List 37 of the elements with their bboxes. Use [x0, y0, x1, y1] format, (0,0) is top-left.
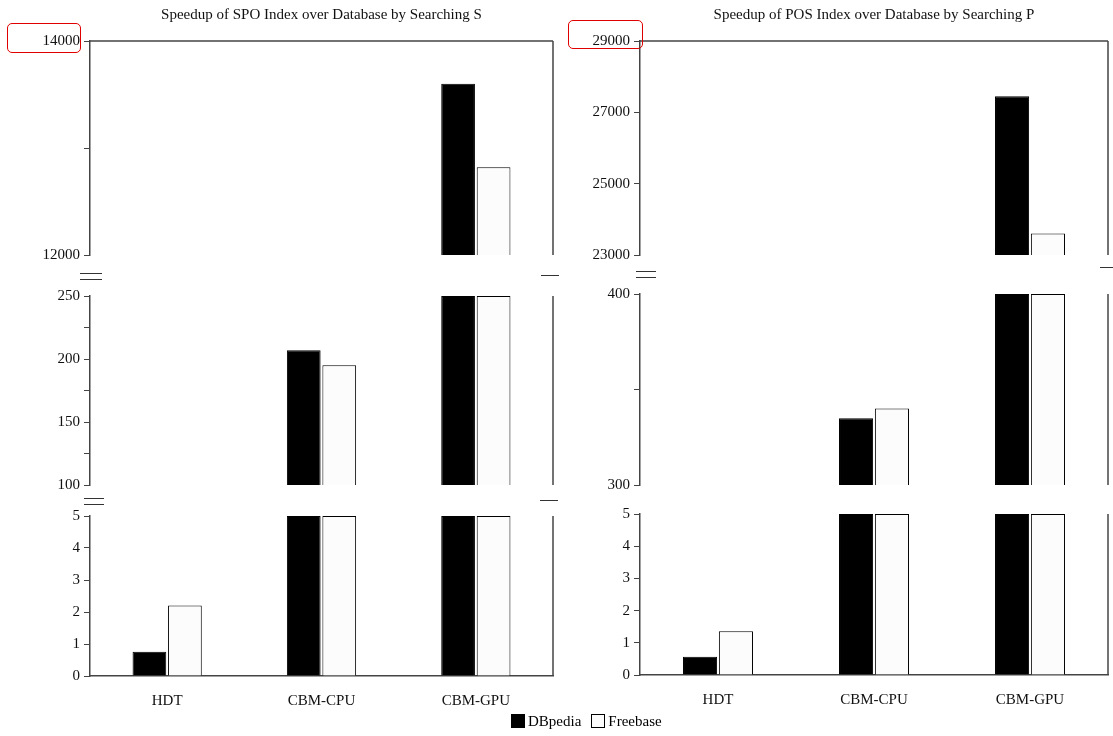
y-tick-label: 0 — [622, 665, 630, 682]
y-tick-label: 300 — [607, 475, 630, 492]
y-tick-label: 100 — [57, 475, 80, 492]
y-tick-label: 1 — [72, 634, 80, 651]
y-tick-label: 400 — [607, 284, 630, 301]
y-tick-label: 3 — [72, 570, 80, 587]
y-tick-label: 29000 — [592, 31, 630, 48]
x-tick-label: CBM-CPU — [840, 690, 908, 707]
chart-title: Speedup of SPO Index over Database by Searching S — [160, 6, 483, 23]
y-tick-label: 5 — [622, 504, 630, 521]
x-tick-label: HDT — [702, 690, 734, 707]
x-tick-label: CBM-CPU — [287, 691, 356, 708]
y-tick-label: 14000 — [42, 31, 80, 48]
y-tick-label: 25000 — [592, 174, 630, 191]
bar — [839, 514, 874, 675]
y-tick-label: 23000 — [592, 245, 630, 262]
y-tick-label: 5 — [72, 506, 80, 523]
legend-label: Freebase — [607, 713, 662, 730]
legend-label: DBpedia — [527, 713, 582, 730]
y-tick-label: 3 — [622, 569, 630, 586]
y-tick-label: 2 — [72, 602, 80, 619]
y-tick-label: 12000 — [42, 245, 80, 262]
chart-title: Speedup of POS Index over Database by Searching P — [712, 6, 1036, 23]
y-tick-label: 150 — [57, 412, 80, 429]
bar — [995, 514, 1030, 675]
y-tick-label: 200 — [57, 349, 80, 366]
x-tick-label: CBM-GPU — [995, 690, 1065, 707]
y-tick-label: 4 — [622, 537, 631, 554]
x-tick-label: HDT — [151, 691, 183, 708]
x-tick-label: CBM-GPU — [441, 691, 511, 708]
y-tick-label: 250 — [57, 286, 80, 303]
y-tick-label: 1 — [622, 633, 630, 650]
y-tick-label: 0 — [72, 666, 80, 683]
bar — [683, 656, 718, 675]
y-tick-label: 4 — [72, 538, 81, 555]
y-tick-label: 2 — [622, 601, 630, 618]
y-tick-label: 27000 — [592, 103, 630, 120]
